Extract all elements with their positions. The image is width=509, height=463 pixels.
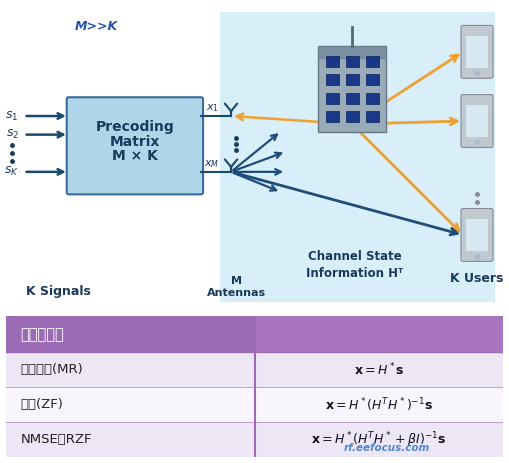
Bar	[466, 105, 488, 138]
Text: $s_K$: $s_K$	[4, 165, 19, 178]
Bar	[255, 388, 503, 422]
Text: Channel State
Information Hᵀ: Channel State Information Hᵀ	[306, 250, 404, 280]
Bar	[346, 56, 359, 67]
FancyBboxPatch shape	[461, 94, 493, 148]
Bar	[6, 388, 255, 422]
Bar	[318, 46, 386, 132]
Text: M>>K: M>>K	[75, 20, 118, 33]
Bar	[366, 111, 379, 122]
Bar	[6, 316, 503, 352]
Text: 最大比率(MR): 最大比率(MR)	[21, 363, 83, 376]
Bar	[346, 74, 359, 86]
Text: $x_1$: $x_1$	[206, 102, 219, 114]
Bar	[466, 219, 488, 251]
Text: M × K: M × K	[112, 149, 158, 163]
Text: $s_2$: $s_2$	[6, 128, 19, 141]
Text: Matrix: Matrix	[110, 135, 160, 149]
Bar	[366, 56, 379, 67]
Bar	[326, 111, 339, 122]
Bar	[326, 56, 339, 67]
Text: NMSE或RZF: NMSE或RZF	[21, 433, 92, 446]
Bar	[366, 74, 379, 86]
Text: M
Antennas: M Antennas	[207, 275, 266, 298]
Text: K Users: K Users	[450, 272, 504, 285]
Text: $\mathbf{x} = H^*(H^TH^* + \beta I)^{-1}\mathbf{s}$: $\mathbf{x} = H^*(H^TH^* + \beta I)^{-1}…	[312, 430, 446, 450]
Text: Precoding: Precoding	[96, 120, 174, 134]
Bar	[220, 12, 495, 302]
Text: $x_M$: $x_M$	[204, 158, 219, 170]
Bar	[326, 93, 339, 104]
Bar	[366, 93, 379, 104]
FancyBboxPatch shape	[67, 97, 203, 194]
Bar	[6, 422, 255, 457]
Text: 迫零(ZF): 迫零(ZF)	[21, 398, 64, 411]
Text: $\mathbf{x} = H^*\mathbf{s}$: $\mathbf{x} = H^*\mathbf{s}$	[354, 362, 404, 378]
FancyBboxPatch shape	[461, 208, 493, 262]
Text: rf.eefocus.com: rf.eefocus.com	[344, 444, 430, 453]
Text: $s_1$: $s_1$	[6, 109, 19, 123]
Bar	[318, 46, 386, 58]
Bar	[346, 111, 359, 122]
Bar	[326, 74, 339, 86]
Bar	[255, 422, 503, 457]
Bar	[255, 316, 503, 352]
Text: 预编码类型: 预编码类型	[21, 327, 65, 342]
Text: $\mathbf{x} = H^*(H^TH^*)^{-1}\mathbf{s}$: $\mathbf{x} = H^*(H^TH^*)^{-1}\mathbf{s}…	[325, 396, 433, 413]
Bar	[255, 352, 503, 388]
Text: K Signals: K Signals	[26, 285, 91, 298]
FancyBboxPatch shape	[461, 25, 493, 78]
Bar	[6, 352, 255, 388]
Bar	[466, 36, 488, 68]
Bar	[346, 93, 359, 104]
